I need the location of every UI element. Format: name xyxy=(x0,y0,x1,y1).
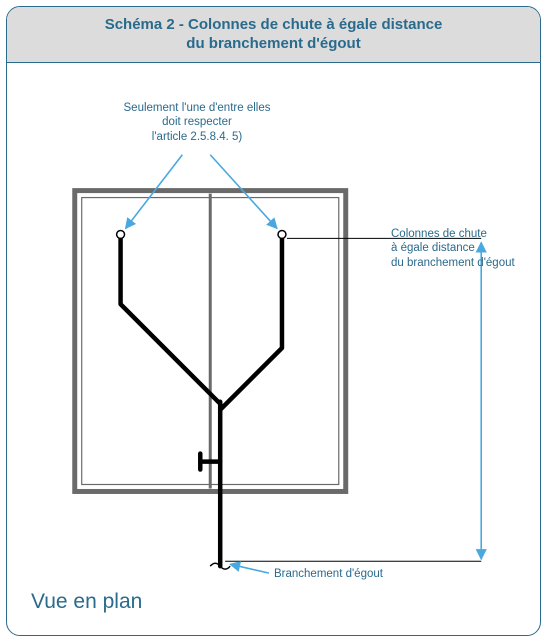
annotation-right-line1: Colonnes de chute xyxy=(391,228,487,240)
annotation-right: Colonnes de chute à égale distance du br… xyxy=(391,227,541,270)
view-label: Vue en plan xyxy=(31,590,142,614)
annotation-top-line1: Seulement l'une d'entre elles xyxy=(124,102,271,114)
annotation-bottom: Branchement d'égout xyxy=(274,567,383,581)
diagram-svg xyxy=(7,63,540,635)
annotation-top-line2: doit respecter xyxy=(162,116,232,128)
title-line-1: Schéma 2 - Colonnes de chute à égale dis… xyxy=(105,16,443,33)
pipe-network xyxy=(121,236,282,566)
header-band: Schéma 2 - Colonnes de chute à égale dis… xyxy=(7,7,540,63)
pipe-left-branch xyxy=(121,236,221,403)
annotation-right-line3: du branchement d'égout xyxy=(391,257,515,269)
annotation-top: Seulement l'une d'entre elles doit respe… xyxy=(97,101,297,144)
annotation-right-line2: à égale distance xyxy=(391,242,475,254)
stack-top-left-icon xyxy=(117,230,125,238)
pipe-right-branch xyxy=(220,236,282,409)
annotation-bottom-text: Branchement d'égout xyxy=(274,568,383,580)
title-line-2: du branchement d'égout xyxy=(186,35,360,52)
diagram-title: Schéma 2 - Colonnes de chute à égale dis… xyxy=(105,16,443,54)
stack-top-right-icon xyxy=(278,230,286,238)
annotation-top-line3: l'article 2.5.8.4. 5) xyxy=(152,131,242,143)
diagram-area: Seulement l'une d'entre elles doit respe… xyxy=(7,63,540,635)
view-label-text: Vue en plan xyxy=(31,590,142,613)
diagram-frame: Schéma 2 - Colonnes de chute à égale dis… xyxy=(6,6,541,636)
arrow-bottom xyxy=(230,564,269,573)
